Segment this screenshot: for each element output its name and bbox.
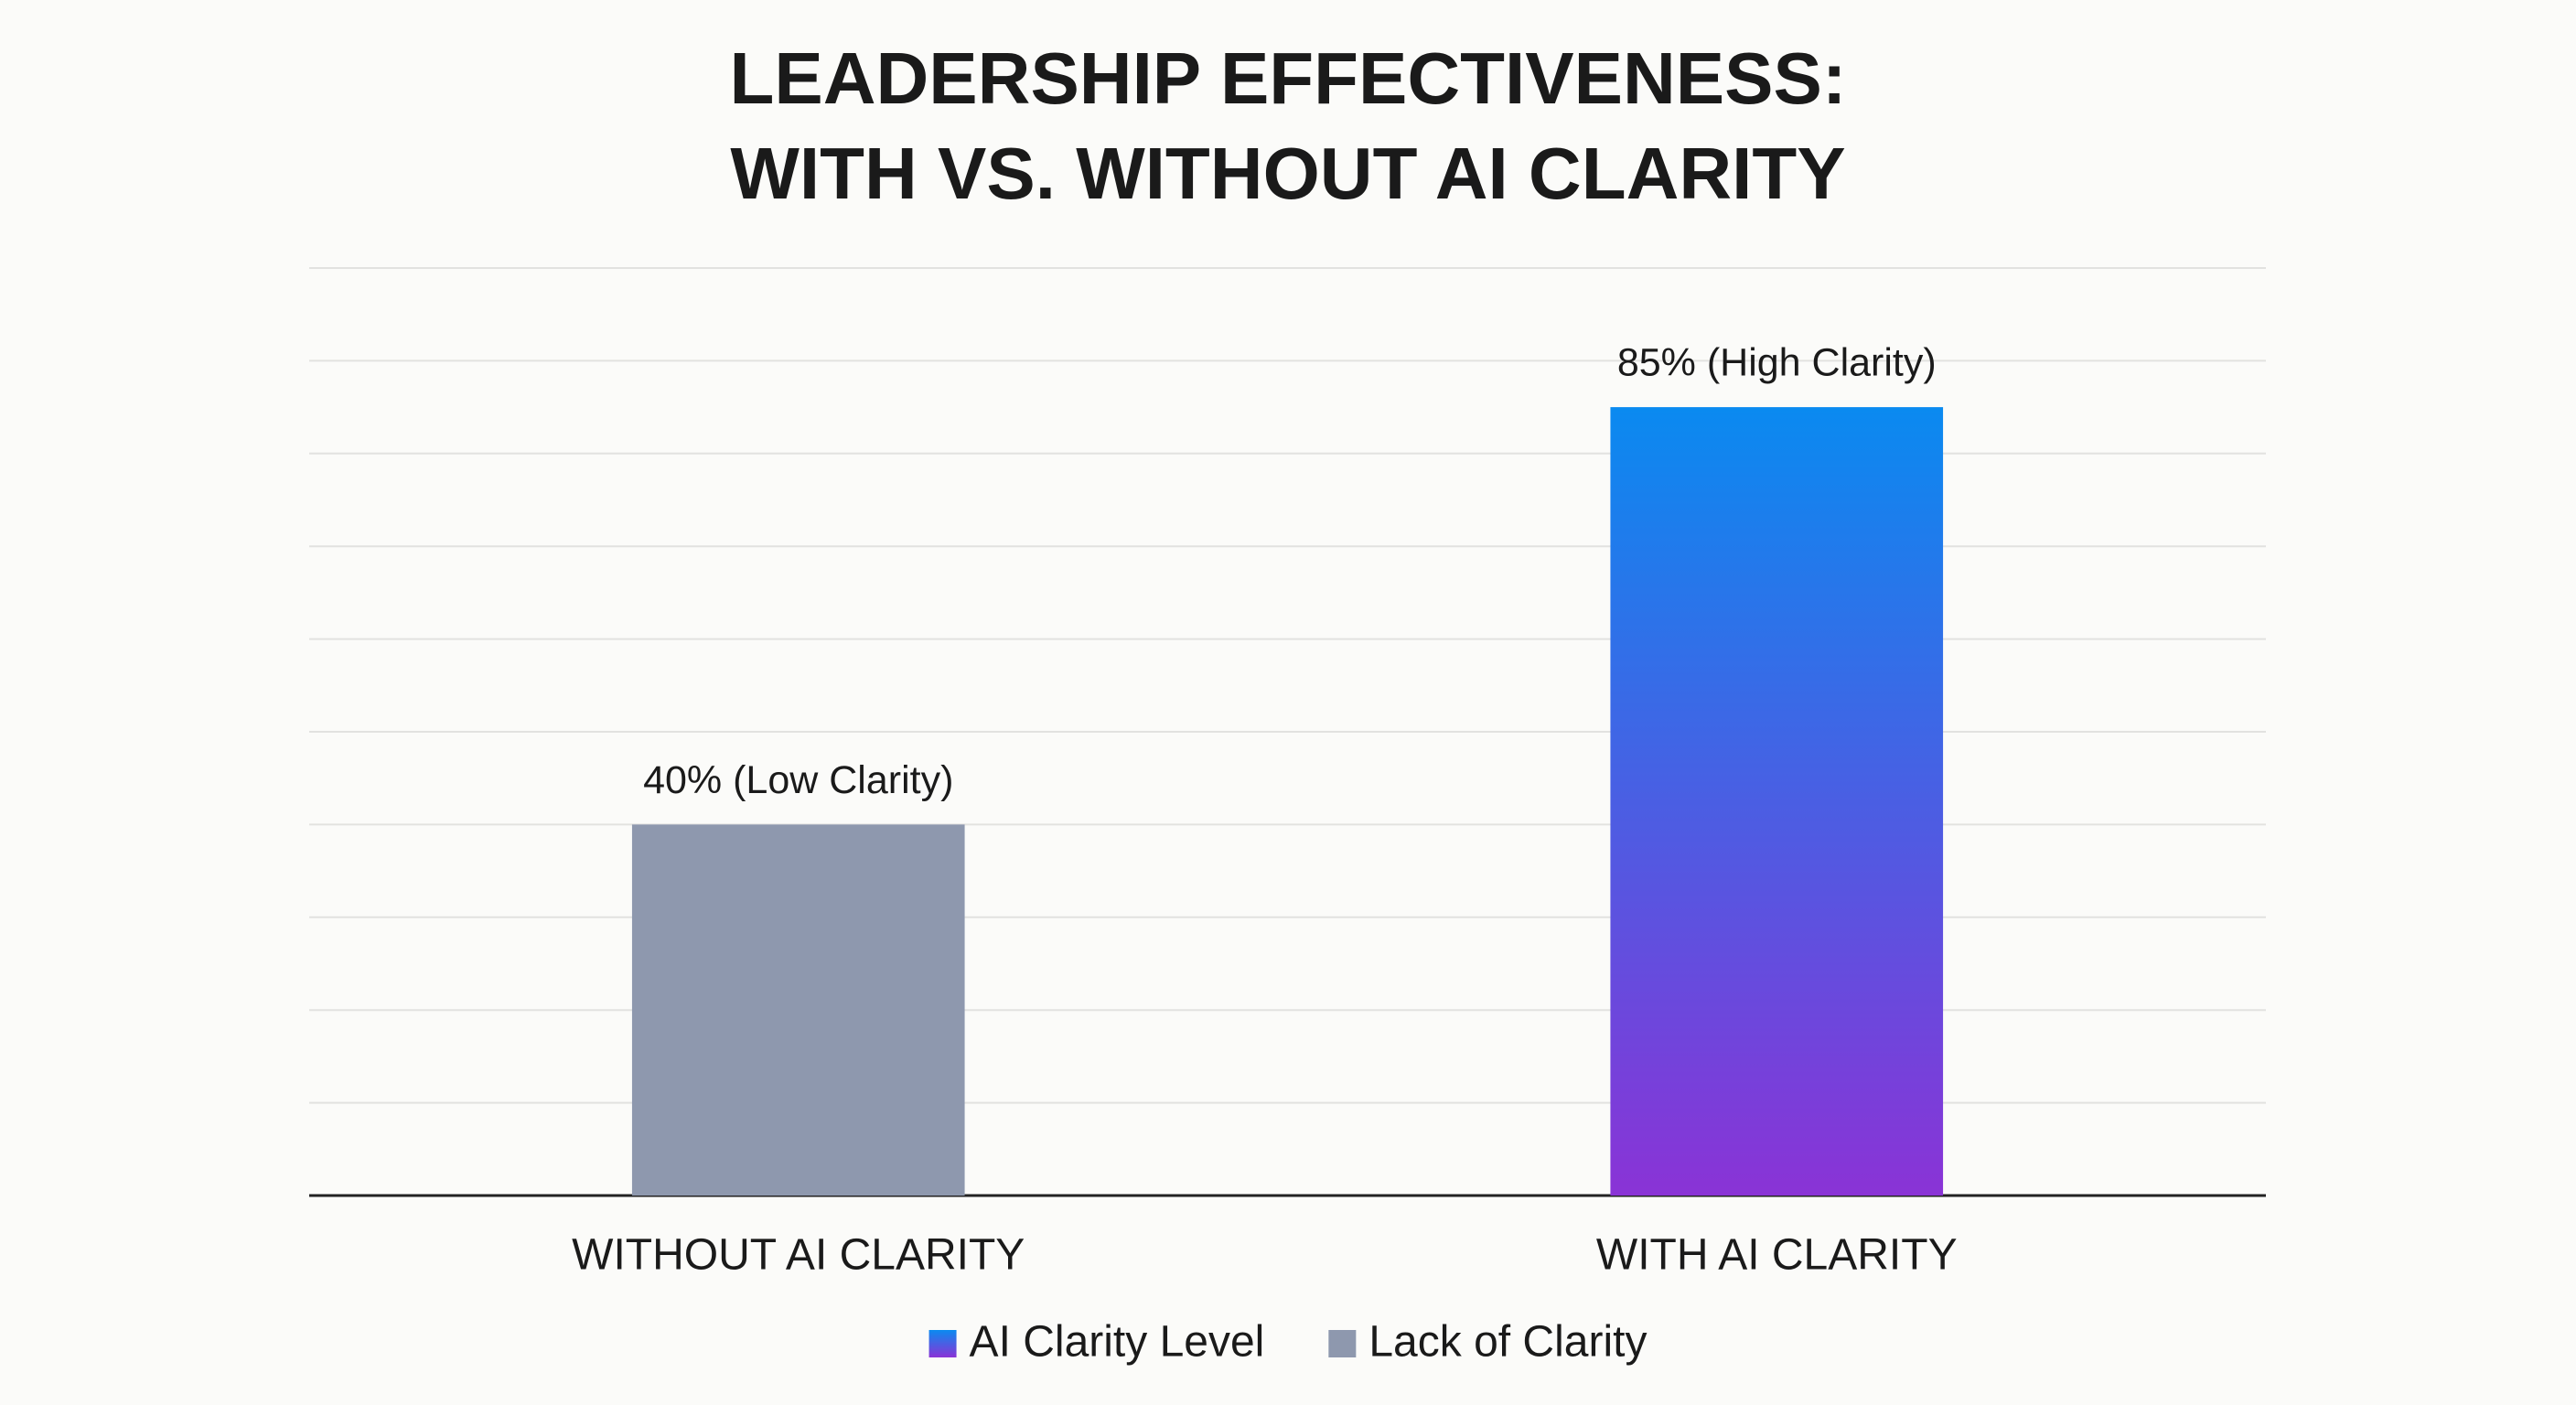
- x-tick-label: WITHOUT AI CLARITY: [572, 1231, 1025, 1280]
- bar: [1610, 407, 1944, 1196]
- value-label: 85% (High Clarity): [1617, 340, 1937, 384]
- chart-title: WITH VS. WITHOUT AI CLARITY: [730, 133, 1845, 214]
- chart-title: LEADERSHIP EFFECTIVENESS:: [730, 38, 1847, 119]
- legend: AI Clarity Level Lack of Clarity: [928, 1318, 1647, 1367]
- bar: [631, 824, 965, 1196]
- x-tick-label: WITH AI CLARITY: [1596, 1231, 1958, 1280]
- legend-label: AI Clarity Level: [970, 1318, 1265, 1367]
- value-label: 40% (Low Clarity): [643, 758, 953, 802]
- legend-swatch: [1328, 1330, 1357, 1357]
- legend-swatch: [928, 1330, 957, 1357]
- legend-label: Lack of Clarity: [1368, 1318, 1647, 1367]
